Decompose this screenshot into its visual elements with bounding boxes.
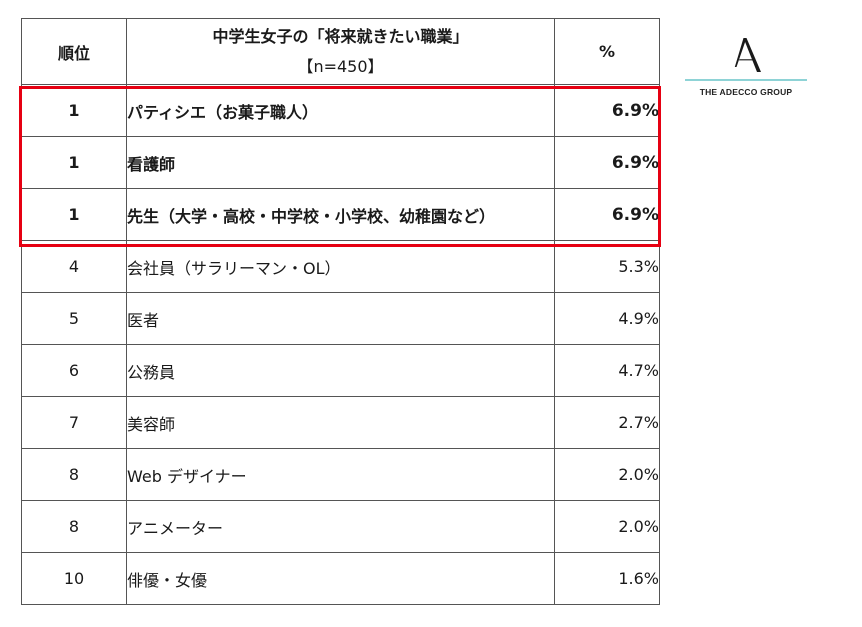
- table-row: 8 アニメーター 2.0%: [21, 500, 660, 553]
- percent-column-header: %: [554, 18, 660, 85]
- rank-cell: 5: [21, 292, 127, 345]
- job-cell: 公務員: [126, 344, 555, 397]
- job-cell: 先生（大学・高校・中学校・小学校、幼稚園など）: [126, 188, 555, 241]
- rank-cell: 8: [21, 500, 127, 553]
- percent-cell: 6.9%: [554, 188, 660, 241]
- percent-cell: 6.9%: [554, 136, 660, 189]
- table-row: 5 医者 4.9%: [21, 292, 660, 345]
- percent-cell: 1.6%: [554, 552, 660, 605]
- percent-cell: 2.0%: [554, 500, 660, 553]
- job-cell: 美容師: [126, 396, 555, 449]
- rank-column-header: 順位: [21, 18, 127, 85]
- job-cell: 俳優・女優: [126, 552, 555, 605]
- percent-cell: 2.7%: [554, 396, 660, 449]
- job-cell: パティシエ（お菓子職人）: [126, 84, 555, 137]
- table-row: 4 会社員（サラリーマン・OL） 5.3%: [21, 240, 660, 293]
- percent-cell: 4.9%: [554, 292, 660, 345]
- rank-cell: 1: [21, 188, 127, 241]
- rank-cell: 6: [21, 344, 127, 397]
- rank-cell: 1: [21, 136, 127, 189]
- logo-divider: [685, 79, 807, 81]
- table-row: 1 先生（大学・高校・中学校・小学校、幼稚園など） 6.9%: [21, 188, 660, 241]
- table-row: 1 パティシエ（お菓子職人） 6.9%: [21, 84, 660, 137]
- rank-cell: 1: [21, 84, 127, 137]
- percent-cell: 4.7%: [554, 344, 660, 397]
- header-row: 順位 中学生女子の「将来就きたい職業」 【n=450】 %: [21, 18, 660, 85]
- rank-cell: 10: [21, 552, 127, 605]
- table-row: 10 俳優・女優 1.6%: [21, 552, 660, 605]
- table-row: 6 公務員 4.7%: [21, 344, 660, 397]
- ranking-table: 順位 中学生女子の「将来就きたい職業」 【n=450】 % 1 パティシエ（お菓…: [21, 18, 660, 605]
- adecco-group-logo: THE ADECCO GROUP: [685, 36, 807, 100]
- table-row: 8 Web デザイナー 2.0%: [21, 448, 660, 501]
- rank-cell: 7: [21, 396, 127, 449]
- percent-cell: 2.0%: [554, 448, 660, 501]
- logo-wordmark: THE ADECCO GROUP: [699, 87, 793, 97]
- table-row: 1 看護師 6.9%: [21, 136, 660, 189]
- job-cell: 会社員（サラリーマン・OL）: [126, 240, 555, 293]
- rank-cell: 8: [21, 448, 127, 501]
- job-cell: 医者: [126, 292, 555, 345]
- sample-size-label: 【n=450】: [297, 56, 384, 76]
- percent-cell: 5.3%: [554, 240, 660, 293]
- rank-cell: 4: [21, 240, 127, 293]
- job-cell: Web デザイナー: [126, 448, 555, 501]
- adecco-a-logo-icon: [734, 38, 761, 72]
- job-column-header: 中学生女子の「将来就きたい職業」 【n=450】: [126, 18, 555, 85]
- job-column-title: 中学生女子の「将来就きたい職業」: [212, 26, 469, 46]
- job-cell: アニメーター: [126, 500, 555, 553]
- percent-cell: 6.9%: [554, 84, 660, 137]
- job-cell: 看護師: [126, 136, 555, 189]
- table-row: 7 美容師 2.7%: [21, 396, 660, 449]
